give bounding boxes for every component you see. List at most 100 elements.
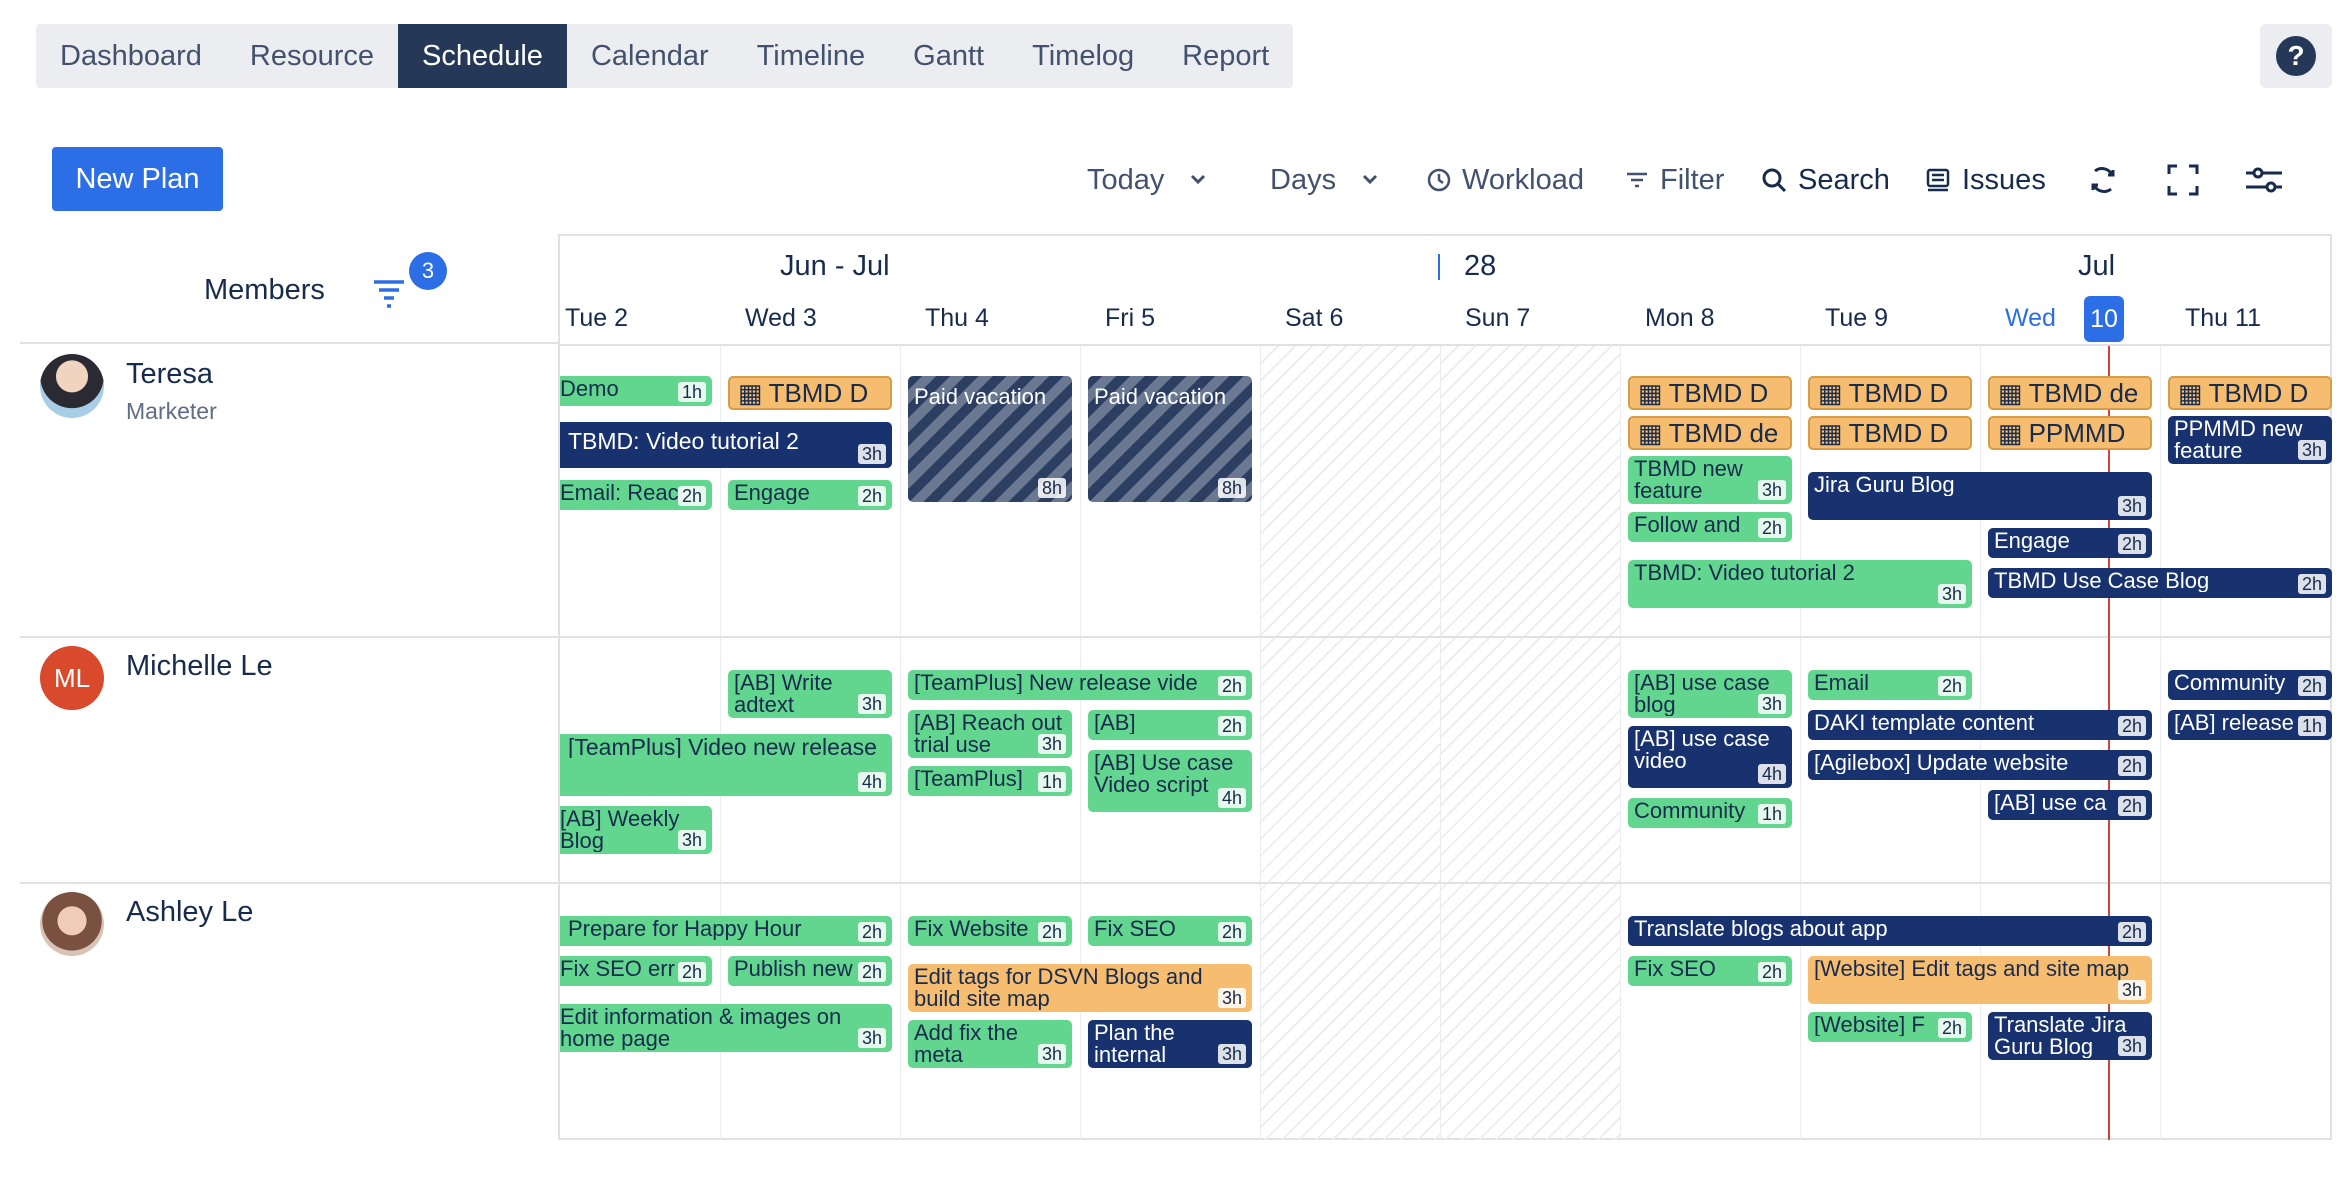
- event-card[interactable]: TBMD: Video tutorial 2 3h: [1628, 560, 1972, 608]
- tab-gantt[interactable]: Gantt: [913, 40, 985, 72]
- event-title: TBMD new feature: [1634, 458, 1743, 502]
- event-card[interactable]: Community 2h: [2168, 670, 2332, 700]
- event-card[interactable]: Add fix the meta 3h: [908, 1020, 1072, 1068]
- event-title: TBMD de: [1668, 418, 1779, 448]
- event-card[interactable]: [AB] use ca 2h: [1988, 790, 2152, 820]
- days-label: Days: [1270, 163, 1337, 196]
- fullscreen-icon: [2167, 164, 2199, 196]
- event-card[interactable]: ▦ TBMD de: [1988, 376, 2152, 410]
- event-title: [AB] use case video: [1634, 728, 1770, 772]
- event-card[interactable]: Engage 2h: [728, 480, 892, 510]
- event-card-vacation[interactable]: Paid vacation 8h: [1088, 376, 1252, 502]
- event-card[interactable]: ▦ TBMD de: [1628, 416, 1792, 450]
- event-duration: 8h: [1217, 478, 1246, 498]
- event-card[interactable]: Email 2h: [1808, 670, 1972, 700]
- event-card[interactable]: [AB] Reach out trial use 3h: [908, 710, 1072, 758]
- event-card[interactable]: Publish new 2h: [728, 956, 892, 986]
- month-label: Jun - Jul: [780, 250, 890, 282]
- event-card[interactable]: ▦ PPMMD: [1988, 416, 2152, 450]
- event-card[interactable]: [AB] Write adtext 3h: [728, 670, 892, 718]
- event-card[interactable]: ▦ TBMD D: [1808, 376, 1972, 410]
- filter-button[interactable]: Filter: [1624, 160, 1724, 200]
- event-card[interactable]: [AB] use case video 4h: [1628, 726, 1792, 788]
- event-card[interactable]: Jira Guru Blog 3h: [1808, 472, 2152, 520]
- event-title: Paid vacation: [1094, 386, 1227, 408]
- event-card[interactable]: [Website] Edit tags and site map 3h: [1808, 956, 2152, 1004]
- event-card[interactable]: Community 1h: [1628, 798, 1792, 828]
- event-duration: 3h: [1037, 734, 1066, 754]
- event-duration: 3h: [857, 1028, 886, 1048]
- event-title: PPMMD: [2028, 418, 2126, 448]
- help-button[interactable]: ?: [2260, 24, 2332, 88]
- event-card[interactable]: Email: Reac 2h: [560, 480, 712, 510]
- event-title: Fix SEO err: [560, 958, 675, 980]
- col-line: [1980, 346, 1981, 1140]
- tab-timeline[interactable]: Timeline: [756, 40, 866, 72]
- col-line: [1620, 346, 1621, 1140]
- event-card[interactable]: [AB] Use case Video script 4h: [1088, 750, 1252, 812]
- event-card[interactable]: Fix SEO 2h: [1088, 916, 1252, 946]
- event-title: Jira Guru Blog: [1814, 474, 1955, 496]
- refresh-button[interactable]: [2086, 160, 2120, 200]
- event-card[interactable]: Edit information & images on home page 3h: [560, 1004, 892, 1052]
- today-dropdown[interactable]: Today: [1087, 160, 1214, 200]
- settings-button[interactable]: [2244, 160, 2284, 200]
- event-card[interactable]: Edit tags for DSVN Blogs and build site …: [908, 964, 1252, 1012]
- event-card[interactable]: TBMD: Video tutorial 2 3h: [560, 422, 892, 468]
- event-duration: 2h: [857, 486, 886, 506]
- event-card[interactable]: DAKI template content 2h: [1808, 710, 2152, 740]
- tab-dashboard[interactable]: Dashboard: [60, 40, 202, 72]
- event-card[interactable]: [AB] use case blog 3h: [1628, 670, 1792, 718]
- col-line: [1800, 346, 1801, 1140]
- event-card[interactable]: ▦ TBMD D: [1808, 416, 1972, 450]
- event-card-vacation[interactable]: Paid vacation 8h: [908, 376, 1072, 502]
- event-card[interactable]: Fix Website 2h: [908, 916, 1072, 946]
- event-card[interactable]: [Website] F 2h: [1808, 1012, 1972, 1042]
- member-row-ashley: Ashley Le: [20, 884, 558, 1140]
- issues-button[interactable]: Issues: [1924, 160, 2046, 200]
- event-card[interactable]: Translate Jira Guru Blog 3h: [1988, 1012, 2152, 1060]
- sort-filter-icon[interactable]: [372, 276, 408, 310]
- event-card[interactable]: PPMMD new feature 3h: [2168, 416, 2332, 464]
- event-card[interactable]: Follow and 2h: [1628, 512, 1792, 542]
- event-card[interactable]: Prepare for Happy Hour 2h: [560, 916, 892, 946]
- days-dropdown[interactable]: Days: [1270, 160, 1386, 200]
- event-card[interactable]: [AB] 2h: [1088, 710, 1252, 740]
- event-card[interactable]: Fix SEO 2h: [1628, 956, 1792, 986]
- event-card[interactable]: Fix SEO err 2h: [560, 956, 712, 986]
- tab-timelog[interactable]: Timelog: [1032, 40, 1135, 72]
- event-title: [AB] use ca: [1994, 792, 2107, 814]
- event-card[interactable]: [TeamPlus] 1h: [908, 766, 1072, 796]
- fullscreen-button[interactable]: [2166, 160, 2200, 200]
- event-duration: 3h: [1757, 694, 1786, 714]
- event-card[interactable]: ▦ TBMD D: [2168, 376, 2332, 410]
- event-card[interactable]: ▦ TBMD D: [728, 376, 892, 410]
- event-card[interactable]: ▦ TBMD D: [1628, 376, 1792, 410]
- event-card[interactable]: [TeamPlus] Video new release 4h: [560, 734, 892, 796]
- event-duration: 2h: [1217, 922, 1246, 942]
- event-card[interactable]: TBMD Use Case Blog 2h: [1988, 568, 2332, 598]
- tab-resource[interactable]: Resource: [249, 40, 374, 72]
- event-card[interactable]: TBMD new feature 3h: [1628, 456, 1792, 504]
- event-title: Demo: [560, 378, 619, 400]
- event-card[interactable]: [AB] release 1h: [2168, 710, 2332, 740]
- event-title: [AB] use case blog: [1634, 672, 1770, 716]
- week-divider: [1438, 254, 1440, 280]
- search-button[interactable]: Search: [1760, 160, 1890, 200]
- new-plan-button[interactable]: New Plan: [52, 147, 223, 211]
- event-card[interactable]: Engage 2h: [1988, 528, 2152, 558]
- event-duration: 4h: [1217, 788, 1246, 808]
- workload-button[interactable]: Workload: [1426, 160, 1584, 200]
- event-card[interactable]: Translate blogs about app 2h: [1628, 916, 2152, 946]
- tab-report[interactable]: Report: [1182, 40, 1270, 72]
- tab-calendar[interactable]: Calendar: [590, 40, 709, 72]
- event-card[interactable]: Plan the internal 3h: [1088, 1020, 1252, 1068]
- event-card[interactable]: [TeamPlus] New release vide 2h: [908, 670, 1252, 700]
- event-card[interactable]: [AB] Weekly Blog 3h: [560, 806, 712, 854]
- event-card[interactable]: [Agilebox] Update website 2h: [1808, 750, 2152, 780]
- event-title: [AB] Reach out trial use: [914, 712, 1062, 756]
- event-card[interactable]: Demo 1h: [560, 376, 712, 406]
- search-icon: [1762, 168, 1787, 193]
- event-duration: 2h: [2117, 534, 2146, 554]
- tab-schedule[interactable]: Schedule: [398, 24, 567, 88]
